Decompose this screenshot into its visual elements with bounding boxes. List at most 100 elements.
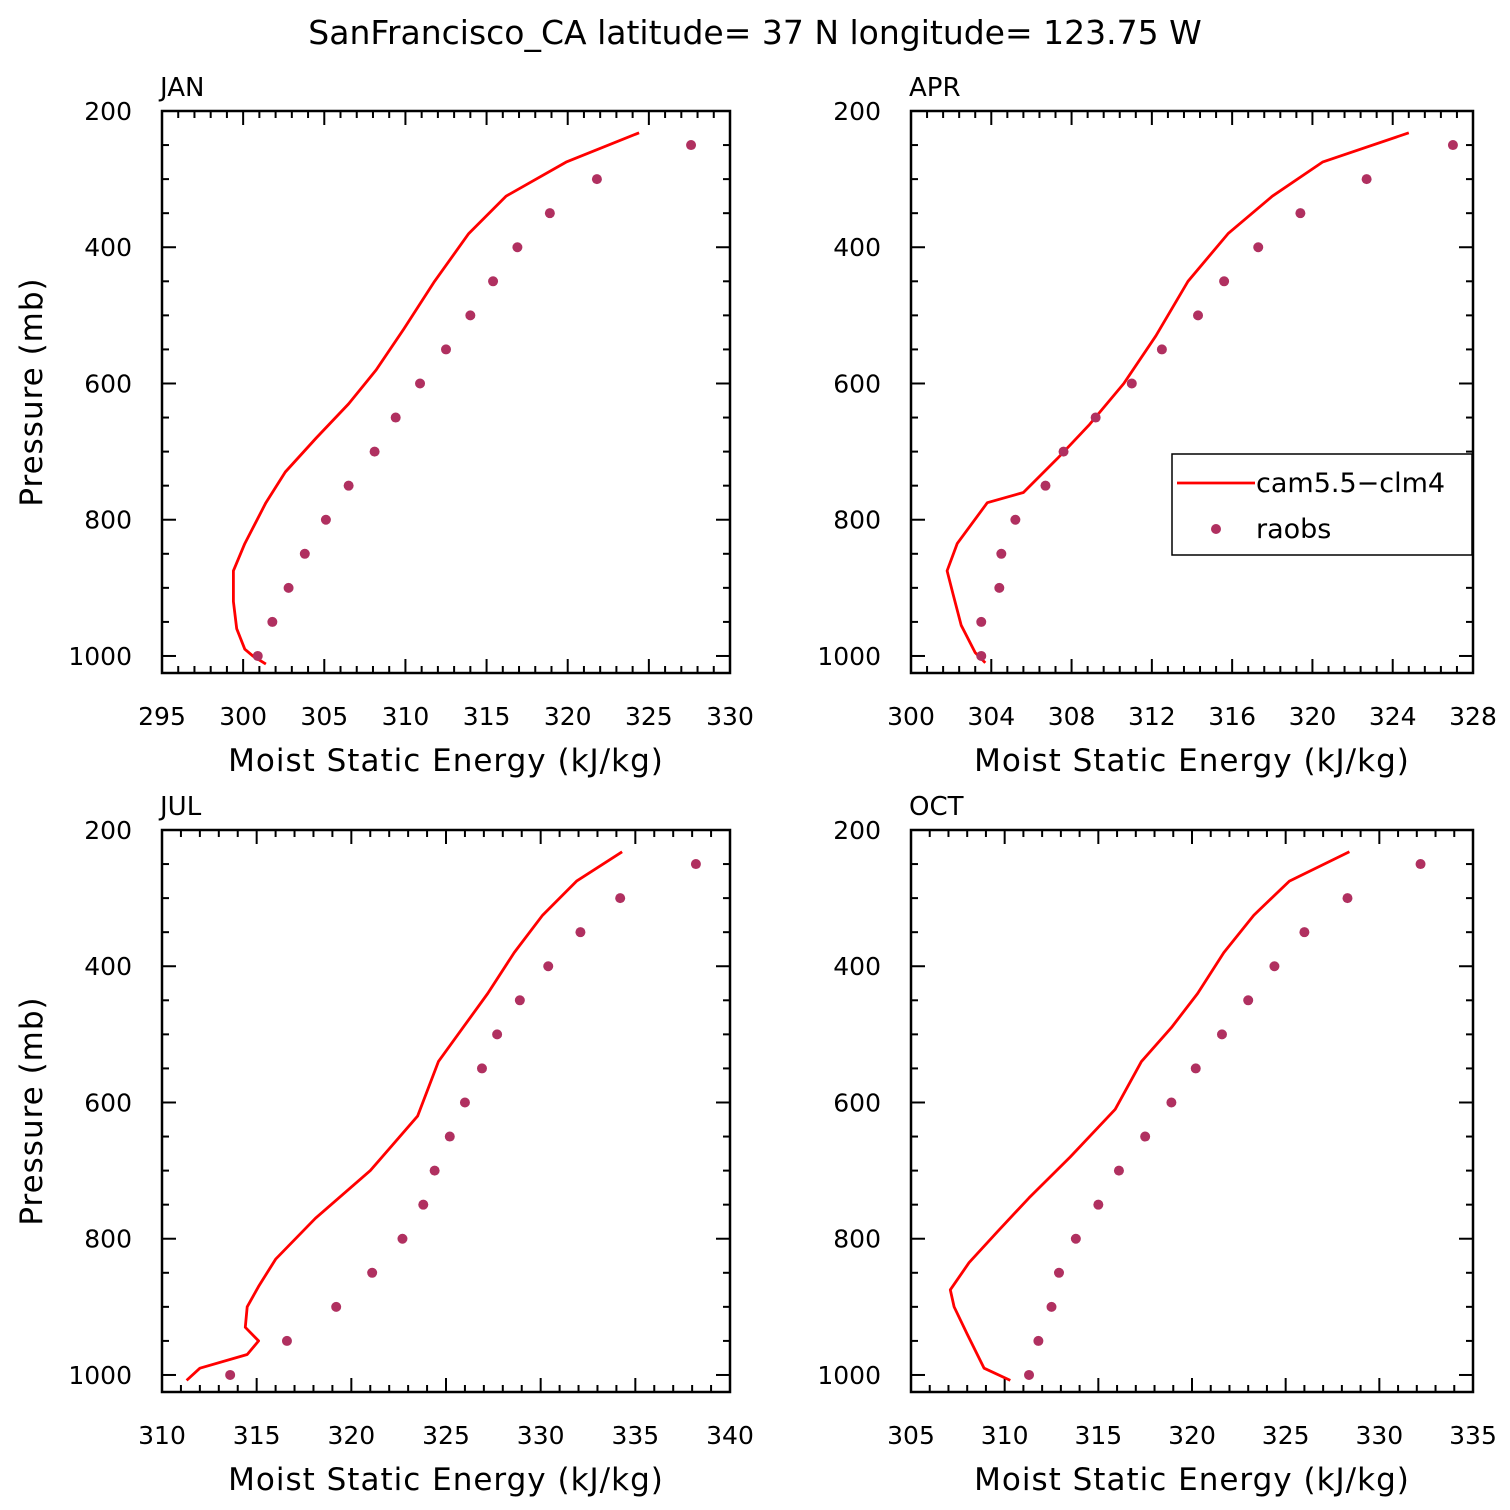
data-point-raobs — [415, 378, 426, 389]
data-point-raobs — [996, 548, 1007, 559]
data-point-raobs — [444, 1131, 455, 1142]
x-tick-label: 320 — [1289, 702, 1337, 731]
x-tick-label: 330 — [706, 702, 754, 731]
y-tick-label: 800 — [84, 1225, 132, 1254]
data-point-raobs — [397, 1233, 408, 1244]
x-tick-label: 315 — [463, 702, 511, 731]
data-point-raobs — [465, 310, 476, 321]
x-tick-label: 300 — [887, 702, 935, 731]
y-axis-label: Pressure (mb) — [14, 277, 50, 506]
data-point-raobs — [591, 174, 602, 185]
data-point-raobs — [1010, 514, 1021, 525]
data-point-raobs — [1190, 1063, 1201, 1074]
data-point-raobs — [225, 1369, 236, 1380]
data-point-raobs — [575, 927, 586, 938]
data-point-raobs — [1140, 1131, 1151, 1142]
x-tick-label: 340 — [706, 1421, 754, 1450]
x-tick-label: 315 — [1074, 1421, 1122, 1450]
data-point-raobs — [418, 1199, 429, 1210]
data-point-raobs — [1447, 140, 1458, 151]
x-tick-label: 315 — [233, 1421, 281, 1450]
legend: cam5.5−clm4 raobs — [1171, 453, 1473, 556]
chart-title: SanFrancisco_CA latitude= 37 N longitude… — [308, 13, 1201, 52]
data-point-raobs — [1193, 310, 1204, 321]
plot-frame — [909, 828, 1475, 1394]
data-point-raobs — [1253, 242, 1264, 253]
data-point-raobs — [367, 1267, 378, 1278]
x-tick-label: 316 — [1208, 702, 1256, 731]
data-point-raobs — [281, 1335, 292, 1346]
data-point-raobs — [441, 344, 451, 355]
x-axis-label: Moist Static Energy (kJ/kg) — [974, 1462, 1410, 1498]
x-tick-label: 324 — [1369, 702, 1417, 731]
data-point-raobs — [1090, 412, 1101, 423]
data-point-raobs — [1053, 1267, 1064, 1278]
data-point-raobs — [1113, 1165, 1124, 1176]
x-tick-label: 320 — [327, 1421, 375, 1450]
data-point-raobs — [514, 995, 525, 1006]
y-tick-label: 1000 — [68, 642, 132, 671]
data-point-raobs — [976, 616, 987, 627]
x-tick-label: 310 — [981, 1421, 1029, 1450]
data-point-raobs — [492, 1029, 503, 1040]
data-point-raobs — [369, 446, 380, 457]
data-point-raobs — [1058, 446, 1069, 457]
x-tick-label: 310 — [138, 1421, 186, 1450]
x-tick-label: 335 — [611, 1421, 659, 1450]
y-tick-label: 600 — [833, 369, 881, 398]
plot-frame — [909, 109, 1475, 675]
legend-box — [1171, 453, 1473, 556]
series-line-model — [231, 131, 640, 666]
data-point-raobs — [1269, 961, 1280, 972]
x-tick-label: 320 — [1168, 1421, 1216, 1450]
legend-label-model: cam5.5−clm4 — [1256, 468, 1445, 499]
y-axis-label: Pressure (mb) — [14, 996, 50, 1225]
x-tick-label: 335 — [1449, 1421, 1497, 1450]
x-tick-label: 330 — [1355, 1421, 1403, 1450]
series-line-model — [185, 850, 623, 1382]
data-point-raobs — [1033, 1335, 1044, 1346]
panel-label: OCT — [909, 792, 964, 822]
data-point-raobs — [252, 650, 263, 661]
y-tick-label: 200 — [84, 816, 132, 845]
y-tick-label: 600 — [833, 1088, 881, 1117]
y-tick-label: 400 — [84, 952, 132, 981]
legend-label-raobs: raobs — [1256, 514, 1331, 545]
x-axis-label: Moist Static Energy (kJ/kg) — [974, 743, 1410, 779]
data-point-raobs — [1166, 1097, 1177, 1108]
y-tick-label: 400 — [84, 233, 132, 262]
data-point-raobs — [429, 1165, 440, 1176]
series-line-model — [948, 850, 1351, 1382]
panel-jan: JAN 295 300 305 310 315 320 325 330 200 400 600 800 1… — [14, 73, 754, 779]
y-tick-label: 800 — [833, 506, 881, 535]
x-tick-label: 295 — [138, 702, 186, 731]
panel-apr: APR 300 304 308 312 316 320 324 328 200 400 600 800 1… — [817, 73, 1496, 779]
data-point-raobs — [267, 616, 278, 627]
panel-label: JAN — [158, 73, 204, 103]
data-point-raobs — [994, 582, 1005, 593]
y-tick-label: 200 — [833, 816, 881, 845]
y-tick-label: 200 — [833, 97, 881, 126]
data-point-raobs — [343, 480, 354, 491]
y-tick-label: 600 — [84, 369, 132, 398]
data-point-raobs — [1040, 480, 1051, 491]
panel-label: JUL — [158, 792, 202, 822]
x-tick-label: 305 — [887, 1421, 935, 1450]
data-point-raobs — [299, 548, 310, 559]
data-point-raobs — [1299, 927, 1310, 938]
x-tick-label: 304 — [967, 702, 1015, 731]
x-tick-label: 320 — [544, 702, 592, 731]
data-point-raobs — [476, 1063, 487, 1074]
data-point-raobs — [1024, 1369, 1035, 1380]
x-tick-label: 325 — [625, 702, 673, 731]
data-point-raobs — [976, 650, 987, 661]
data-point-raobs — [1219, 276, 1230, 287]
data-point-raobs — [1126, 378, 1137, 389]
x-tick-label: 328 — [1449, 702, 1497, 731]
data-point-raobs — [1093, 1199, 1104, 1210]
series-line-model — [945, 131, 1410, 664]
y-tick-label: 800 — [84, 506, 132, 535]
data-point-raobs — [686, 140, 697, 151]
data-point-raobs — [283, 582, 294, 593]
